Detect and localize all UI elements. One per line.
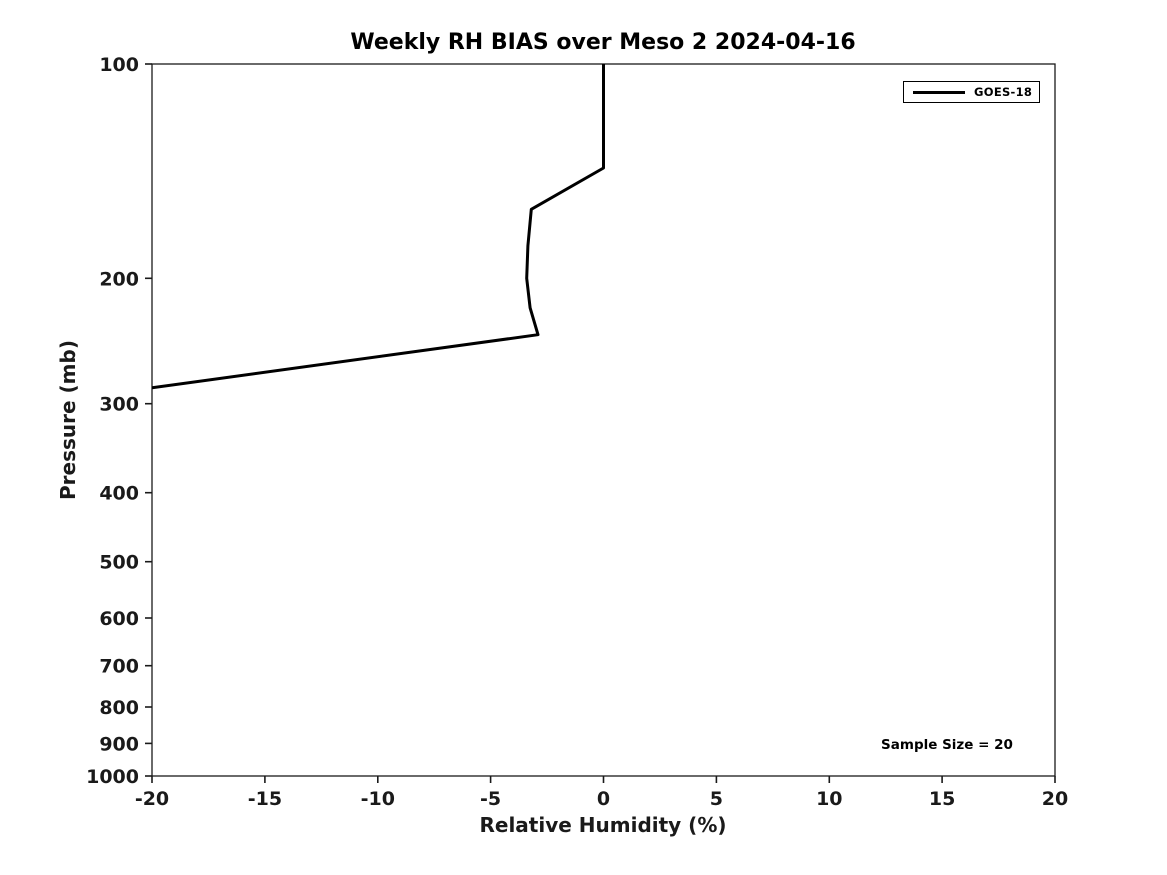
series-line-GOES-18 xyxy=(152,64,605,390)
x-tick-label: -15 xyxy=(248,788,282,810)
x-tick-label: 15 xyxy=(929,788,955,810)
y-tick-label: 500 xyxy=(99,552,139,574)
x-axis-label: Relative Humidity (%) xyxy=(479,813,727,837)
y-tick-label: 300 xyxy=(99,394,139,416)
x-tick-label: -10 xyxy=(361,788,395,810)
y-tick-label: 800 xyxy=(99,697,139,719)
y-axis-label: Pressure (mb) xyxy=(56,340,80,500)
y-tick-label: 600 xyxy=(99,608,139,630)
x-tick-label: -20 xyxy=(135,788,169,810)
y-tick-label: 900 xyxy=(99,733,139,755)
y-tick-label: 200 xyxy=(99,268,139,290)
y-tick-label: 1000 xyxy=(86,766,139,788)
y-tick-label: 400 xyxy=(99,483,139,505)
legend: GOES-18 xyxy=(903,81,1040,103)
x-tick-label: 20 xyxy=(1042,788,1068,810)
x-tick-label: 5 xyxy=(710,788,723,810)
chart-title: Weekly RH BIAS over Meso 2 2024-04-16 xyxy=(350,30,856,55)
plot-box xyxy=(151,63,1056,777)
x-tick-label: 0 xyxy=(597,788,610,810)
x-tick-label: -5 xyxy=(480,788,501,810)
y-tick-label: 100 xyxy=(99,54,139,76)
sample-size-annotation: Sample Size = 20 xyxy=(881,737,1013,753)
legend-line-icon xyxy=(913,90,965,94)
y-tick-label: 700 xyxy=(99,656,139,678)
x-tick-label: 10 xyxy=(816,788,842,810)
legend-label: GOES-18 xyxy=(974,85,1033,99)
